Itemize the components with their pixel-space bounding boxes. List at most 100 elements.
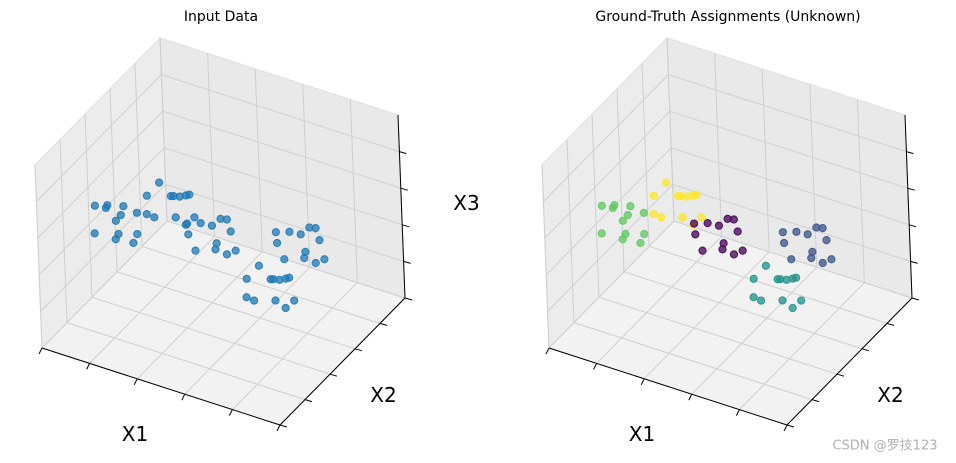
grid-line [591,114,600,298]
point [782,275,791,284]
point [803,230,812,239]
point [142,191,151,200]
y-axis-label: X2 [877,383,903,407]
point [623,210,632,220]
grid-line [548,220,675,349]
chart-title: Input Data [184,9,258,25]
grid-line [623,271,863,350]
z-axis-label: X3 [453,191,479,215]
point [723,214,732,223]
grid-line [254,68,263,252]
grid-line [207,53,216,237]
y-tick [404,297,413,301]
y-tick [911,297,920,301]
grid-line [761,68,770,252]
grid-line [91,296,331,375]
grid-line [84,114,93,298]
point [703,219,712,228]
grid-line [547,184,673,312]
grid-line [116,271,356,350]
grid-line [34,164,43,349]
point [183,219,192,228]
point [618,235,627,244]
grid-line [302,84,311,268]
point [300,253,309,263]
point [296,230,305,239]
point [271,296,280,305]
point [212,239,221,248]
point [807,253,816,263]
grid-line [545,147,672,276]
grid-line [598,296,838,375]
point [697,213,706,222]
y-tick [279,424,288,428]
point [719,239,728,248]
point [657,213,666,222]
point [226,227,235,236]
grid-line [162,110,401,189]
point [733,227,742,236]
grid-line [641,63,650,247]
point [129,238,138,248]
z-tick [909,224,917,228]
z-tick [399,151,407,155]
grid-line [809,84,818,268]
x-tick [640,378,645,386]
z-axis [397,114,406,299]
x-tick [133,378,138,386]
chart-title: Ground-Truth Assignments (Unknown) [595,9,860,25]
y-tick [304,399,313,403]
point [290,296,299,305]
grid-line [159,37,168,222]
y-tick [329,373,338,377]
point [729,250,739,259]
point [133,229,142,239]
grid-line [671,147,910,226]
x-tick [735,409,740,416]
point [103,201,112,210]
grid-line [714,53,723,237]
point [676,191,685,201]
x-tick [783,424,788,432]
y-tick [886,322,895,326]
point [698,246,707,255]
grid-line [141,245,381,324]
grid-line [59,139,68,323]
grid-line [543,74,669,202]
point [191,246,200,255]
y-tick [786,424,795,428]
point [691,230,700,239]
grid-line [648,245,888,324]
watermark: CSDN @罗技123 [832,439,937,454]
grid-line [161,74,400,153]
point [662,178,671,187]
point [184,230,193,239]
grid-line [643,251,770,380]
grid-line [136,251,263,380]
grid-line [89,236,215,364]
point [216,214,225,223]
y-tick [836,373,845,377]
point [111,235,120,244]
point [266,275,275,284]
point [242,293,251,302]
y-axis-label: X2 [370,383,396,407]
grid-line [672,183,911,262]
point [649,210,658,219]
point [90,229,99,238]
point [626,202,635,211]
grid-line [164,147,403,226]
z-tick [402,224,410,228]
x-tick [545,347,550,355]
point [797,296,806,305]
grid-line [184,266,311,395]
point [207,221,217,230]
point [169,191,178,201]
point [714,221,724,230]
grid-line [668,74,907,153]
point [254,261,264,270]
point [818,224,827,233]
point [155,178,164,187]
point [311,258,320,268]
point [788,303,797,313]
